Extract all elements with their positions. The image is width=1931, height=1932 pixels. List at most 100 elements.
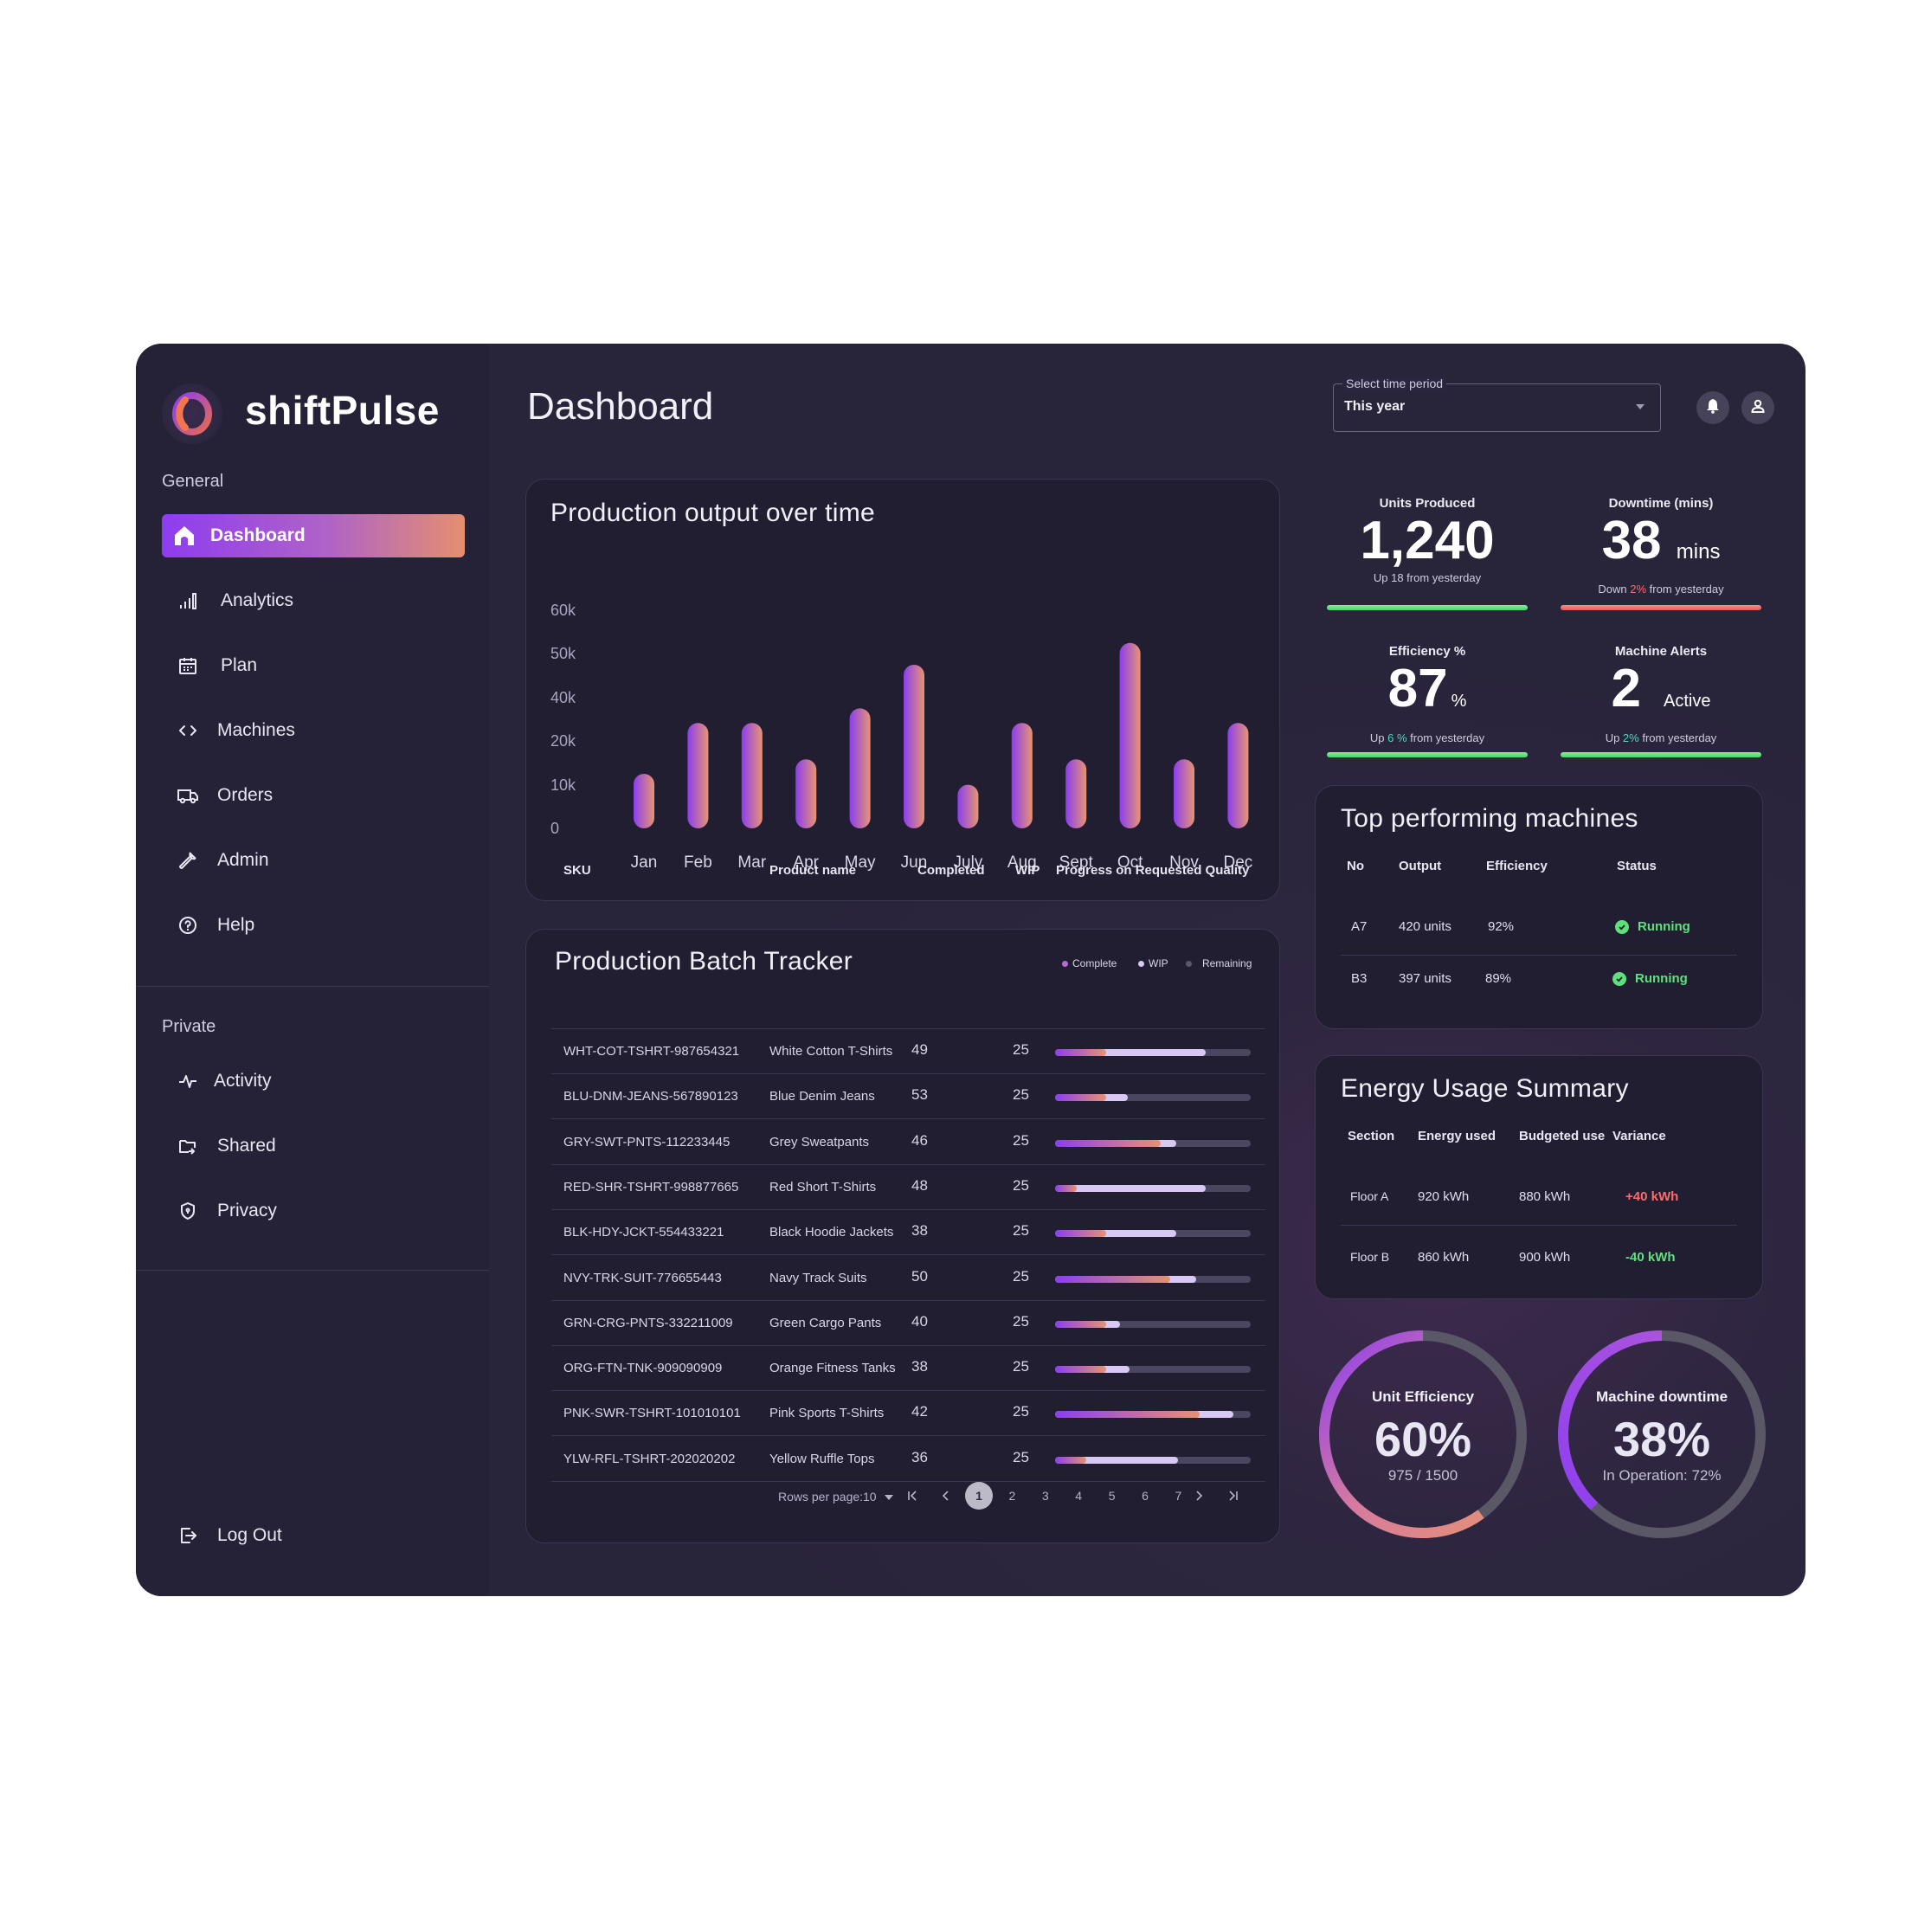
column-header-sku[interactable]: SKU [563,863,591,878]
table-row[interactable]: ORG-FTN-TNK-909090909 Orange Fitness Tank… [551,1346,1265,1392]
column-header-efficiency: Efficiency [1486,859,1548,873]
help-icon [174,911,202,939]
progress-complete [1055,1139,1162,1147]
x-tick-label: Mar [737,853,766,872]
energy-budgeted: 900 kWh [1519,1250,1571,1265]
kpi-unit: % [1451,692,1467,711]
table-row[interactable]: BLK-HDY-JCKT-554433221 Black Hoodie Jacke… [551,1210,1265,1256]
logout-button[interactable]: Log Out [162,1514,465,1557]
batch-tracker-title: Production Batch Tracker [555,947,853,976]
chevron-down-icon[interactable] [1636,404,1645,409]
bar-dec[interactable] [1227,723,1249,828]
sidebar: shiftPulse General Dashboard Analytics P… [136,344,489,1596]
bar-aug[interactable] [1011,723,1033,828]
table-row[interactable]: RED-SHR-TSHRT-998877665 Red Short T-Shirt… [551,1165,1265,1210]
rows-per-page-value: 10 [863,1490,877,1504]
sidebar-item-machines[interactable]: Machines [162,709,465,752]
gauge-subtext: 975 / 1500 [1387,1467,1458,1484]
page-button[interactable]: 2 [1008,1489,1016,1503]
progress-bar [1055,1411,1251,1419]
energy-usage-card [1315,1055,1763,1299]
sidebar-item-dashboard[interactable]: Dashboard [162,514,465,557]
first-page-button[interactable] [899,1482,927,1510]
bar-jun[interactable] [904,665,924,828]
table-row[interactable]: WHT-COT-TSHRT-987654321 White Cotton T-Sh… [551,1029,1265,1074]
progress-bar [1055,1456,1251,1464]
sidebar-item-activity[interactable]: Activity [162,1059,465,1103]
table-row[interactable]: NVY-TRK-SUIT-776655443 Navy Track Suits 50… [551,1256,1265,1301]
table-row[interactable]: BLU-DNM-JEANS-567890123 Blue Denim Jeans 5… [551,1074,1265,1120]
app-window: shiftPulse General Dashboard Analytics P… [136,344,1805,1596]
row-divider [1341,1225,1737,1226]
table-row[interactable]: GRY-SWT-PNTS-112233445 Grey Sweatpants 46 2… [551,1120,1265,1165]
column-header-wip[interactable]: WIP [1015,863,1040,878]
sidebar-item-analytics[interactable]: Analytics [162,579,465,622]
machine-output: 420 units [1399,919,1451,934]
sku-cell: RED-SHR-TSHRT-998877665 [563,1179,739,1195]
sku-cell: WHT-COT-TSHRT-987654321 [563,1044,740,1059]
x-tick-label: July [954,853,983,872]
logout-icon [174,1522,202,1549]
profile-button[interactable] [1741,391,1774,424]
time-period-select[interactable] [1333,383,1661,432]
notifications-button[interactable] [1696,391,1729,424]
page-button[interactable]: 4 [1075,1489,1083,1503]
table-row[interactable]: GRN-CRG-PNTS-332211009 Green Cargo Pants 4… [551,1301,1265,1346]
product-name-cell: Blue Denim Jeans [769,1089,875,1104]
sidebar-item-privacy[interactable]: Privacy [162,1189,465,1233]
progress-bar [1055,1320,1251,1328]
kpi-value: 1,240 [1360,511,1495,570]
page-button[interactable]: 7 [1175,1489,1182,1503]
page-button[interactable]: 1 [965,1482,993,1510]
next-page-button[interactable] [1185,1482,1213,1510]
sidebar-item-label: Activity [214,1071,272,1091]
completed-cell: 53 [911,1086,928,1104]
top-machines-title: Top performing machines [1341,804,1638,833]
legend-remaining: Remaining [1186,957,1252,969]
sidebar-item-admin[interactable]: Admin [162,839,465,882]
bar-may[interactable] [849,708,871,828]
sidebar-item-help[interactable]: Help [162,904,465,947]
product-name-cell: Yellow Ruffle Tops [769,1451,875,1466]
status-text: Running [1638,919,1690,934]
bar-apr[interactable] [795,759,817,828]
bar-july[interactable] [957,784,979,828]
machine-efficiency: 89% [1485,971,1512,986]
sidebar-item-plan[interactable]: Plan [162,644,465,687]
caret-down-icon [885,1495,894,1501]
bar-mar[interactable] [741,723,763,828]
column-header-product[interactable]: Product name [769,863,857,878]
product-name-cell: Pink Sports T-Shirts [769,1406,885,1421]
sidebar-item-shared[interactable]: Shared [162,1124,465,1168]
bar-jan[interactable] [634,774,654,828]
rows-per-page-select[interactable]: 10 [863,1490,894,1504]
private-section-label: Private [162,1017,216,1036]
chart-title: Production output over time [550,499,875,527]
column-header-completed[interactable]: Completed [917,863,985,878]
page-button[interactable]: 6 [1142,1489,1149,1503]
chevron-right-icon [1196,1491,1203,1501]
table-row[interactable]: PNK-SWR-TSHRT-101010101 Pink Sports T-Shi… [551,1391,1265,1437]
bar-nov[interactable] [1174,759,1194,828]
table-row[interactable]: YLW-RFL-TSHRT-202020202 Yellow Ruffle Top… [551,1437,1265,1482]
sku-cell: PNK-SWR-TSHRT-101010101 [563,1406,741,1421]
prev-page-button[interactable] [932,1482,960,1510]
product-name-cell: White Cotton T-Shirts [769,1044,893,1059]
progress-complete [1055,1320,1106,1328]
page-button[interactable]: 5 [1108,1489,1116,1503]
bar-sept[interactable] [1065,759,1087,828]
page-button[interactable]: 3 [1041,1489,1049,1503]
x-tick-label: Sept [1059,853,1094,872]
last-page-button[interactable] [1219,1482,1246,1510]
time-period-value[interactable]: This year [1344,399,1406,414]
bar-feb[interactable] [687,723,709,828]
progress-wip [1055,1049,1207,1056]
energy-used: 920 kWh [1418,1189,1470,1204]
energy-variance: -40 kWh [1625,1250,1676,1265]
column-header-progress[interactable]: Progress on Requested Quality [1056,863,1250,878]
wip-cell: 25 [1013,1041,1029,1058]
kpi-indicator-line [1561,752,1761,757]
sidebar-item-orders[interactable]: Orders [162,774,465,817]
progress-bar [1055,1366,1251,1374]
bar-oct[interactable] [1119,642,1141,828]
